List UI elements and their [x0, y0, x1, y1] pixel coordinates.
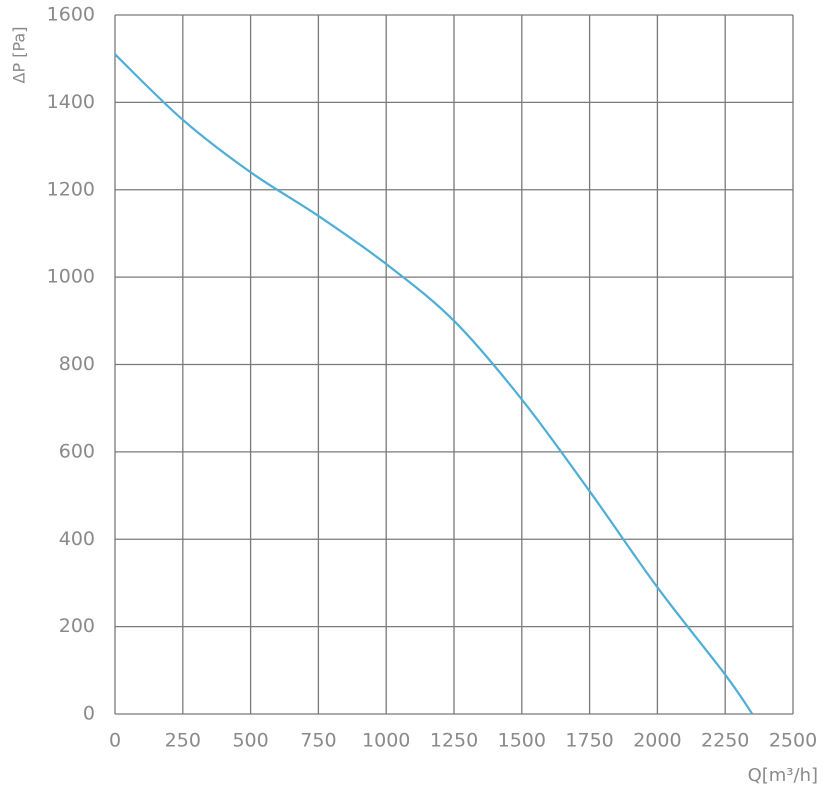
y-tick-label: 400	[59, 528, 95, 550]
y-tick-label: 0	[83, 703, 95, 725]
x-tick-label: 1000	[362, 730, 410, 752]
y-tick-label: 1600	[47, 4, 95, 26]
x-tick-label: 250	[165, 730, 201, 752]
x-tick-label: 750	[300, 730, 336, 752]
y-tick-label: 1400	[47, 91, 95, 113]
x-tick-label: 2250	[701, 730, 749, 752]
y-tick-label: 600	[59, 440, 95, 462]
x-tick-label: 1500	[498, 730, 546, 752]
x-tick-label: 2000	[633, 730, 681, 752]
y-tick-label: 1200	[47, 178, 95, 200]
x-axis-label: Q[m³/h]	[748, 765, 818, 786]
y-tick-label: 1000	[47, 266, 95, 288]
x-tick-label: 1250	[430, 730, 478, 752]
x-tick-label: 500	[232, 730, 268, 752]
y-tick-label: 800	[59, 353, 95, 375]
y-axis-label: ΔP [Pa]	[10, 27, 29, 84]
x-tick-label: 1750	[565, 730, 613, 752]
y-tick-label: 200	[59, 615, 95, 637]
data-line	[114, 53, 754, 715]
x-tick-label: 2500	[769, 730, 817, 752]
x-tick-label: 0	[109, 730, 121, 752]
